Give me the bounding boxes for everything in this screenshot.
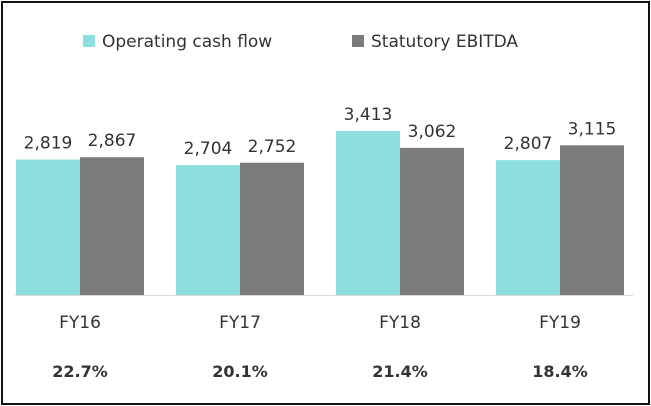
legend-label-statutory-ebitda: Statutory EBITDA — [371, 32, 518, 52]
x-tick-label-fy17: FY17 — [219, 313, 261, 333]
x-tick-label-fy16: FY16 — [59, 313, 101, 333]
bar-statutory-ebitda-fy18 — [400, 147, 464, 295]
bar-operating-cash-flow-fy17 — [176, 165, 240, 295]
footnote-percent-fy18: 21.4% — [372, 362, 428, 381]
bar-chart: Operating cash flow Statutory EBITDA 2,8… — [15, 32, 633, 381]
footnote-percent-fy19: 18.4% — [532, 362, 588, 381]
bars-group — [16, 131, 624, 295]
legend: Operating cash flow Statutory EBITDA — [83, 32, 518, 52]
bar-statutory-ebitda-fy16 — [80, 157, 144, 295]
labels-group: 2,819 2,867 FY16 22.7% 2,704 2,752 FY17 20.1% 3,… — [24, 105, 617, 381]
footnote-percent-fy16: 22.7% — [52, 362, 108, 381]
x-tick-label-fy18: FY18 — [379, 313, 421, 333]
legend-swatch-statutory-ebitda — [352, 35, 364, 47]
footnote-percent-fy17: 20.1% — [212, 362, 268, 381]
x-tick-label-fy19: FY19 — [539, 313, 581, 333]
legend-swatch-operating-cash-flow — [83, 35, 95, 47]
bar-statutory-ebitda-fy17 — [240, 162, 304, 295]
data-label-statutory-ebitda-fy18: 3,062 — [408, 122, 457, 142]
data-label-statutory-ebitda-fy17: 2,752 — [248, 137, 297, 157]
bar-statutory-ebitda-fy19 — [560, 145, 624, 295]
data-label-operating-cash-flow-fy19: 2,807 — [504, 134, 553, 154]
bar-operating-cash-flow-fy18 — [336, 131, 400, 295]
data-label-operating-cash-flow-fy17: 2,704 — [184, 139, 233, 159]
data-label-statutory-ebitda-fy16: 2,867 — [88, 131, 137, 151]
legend-label-operating-cash-flow: Operating cash flow — [102, 32, 272, 52]
data-label-statutory-ebitda-fy19: 3,115 — [568, 119, 617, 139]
data-label-operating-cash-flow-fy16: 2,819 — [24, 134, 73, 154]
bar-operating-cash-flow-fy19 — [496, 160, 560, 295]
data-label-operating-cash-flow-fy18: 3,413 — [344, 105, 393, 125]
bar-operating-cash-flow-fy16 — [16, 159, 80, 295]
